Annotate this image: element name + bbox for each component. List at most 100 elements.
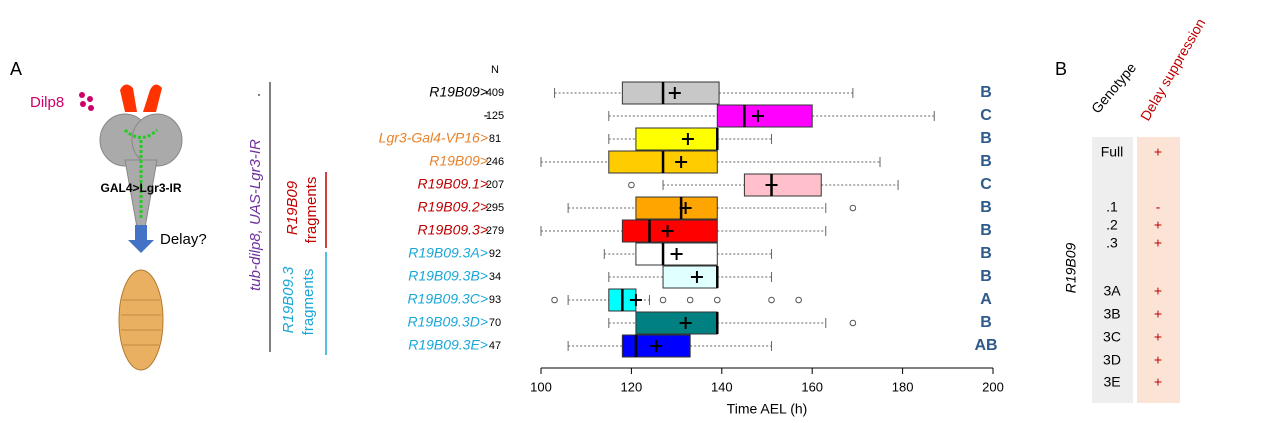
row-label: R19B09.3D> [407, 314, 488, 330]
row-label: R19B09.3A> [408, 245, 488, 261]
stat-letter: B [980, 314, 992, 331]
row-label: R19B09.3E> [408, 337, 488, 353]
group-label: fragments [300, 269, 317, 336]
stat-letter: B [980, 199, 992, 216]
table-genotype: .1 [1106, 199, 1118, 215]
table-header: Delay suppression [1137, 16, 1208, 124]
table-column-bg [1137, 137, 1180, 403]
row-label: R19B09.3> [418, 222, 488, 238]
outlier [849, 204, 857, 212]
outlier [849, 319, 857, 327]
stat-letter: C [980, 107, 992, 124]
table-suppression: + [1154, 144, 1162, 160]
group-label: R19B09 [284, 180, 301, 235]
table-suppression: + [1154, 306, 1162, 322]
x-tick-label: 100 [530, 379, 552, 394]
mean-marker [681, 133, 694, 145]
x-tick-label: 180 [892, 379, 914, 394]
table-suppression: + [1154, 217, 1162, 233]
row-label: R19B09.3B> [408, 268, 488, 284]
table-genotype: .2 [1106, 217, 1118, 233]
table-suppression: - [1156, 199, 1161, 215]
n-value: 279 [486, 225, 504, 237]
n-value: 34 [489, 271, 501, 283]
table-genotype: 3E [1103, 374, 1120, 390]
x-axis-title: Time AEL (h) [727, 401, 808, 417]
mean-marker [675, 156, 688, 168]
mean-marker [679, 202, 692, 214]
stat-letter: AB [974, 337, 997, 354]
outlier [768, 296, 775, 304]
box [662, 265, 718, 289]
n-value: 125 [486, 110, 504, 122]
ligand-label: Dilp8 [30, 94, 64, 111]
box [635, 311, 718, 335]
table-suppression: + [1154, 374, 1162, 390]
table-genotype: 3B [1103, 306, 1120, 322]
outlier [795, 296, 802, 304]
table-suppression: + [1154, 235, 1162, 251]
mean-marker [661, 225, 674, 237]
stat-letter: B [980, 153, 992, 170]
n-value: 246 [486, 156, 504, 168]
table-genotype: 3D [1103, 352, 1121, 368]
x-tick-label: 140 [711, 379, 733, 394]
row-label: - [483, 107, 488, 123]
outlier [628, 181, 635, 189]
box [635, 127, 718, 151]
n-value: 207 [486, 179, 504, 191]
group-label: fragments [303, 177, 320, 244]
outlier [713, 296, 721, 304]
table-column-bg [1092, 137, 1133, 403]
table-genotype: 3C [1103, 329, 1121, 345]
stat-letter: C [980, 176, 992, 193]
n-value: 93 [489, 294, 501, 306]
row-label: R19B09> [429, 84, 488, 100]
table-genotype: 3A [1103, 283, 1121, 299]
n-value: 409 [486, 87, 504, 99]
table-suppression: + [1154, 329, 1162, 345]
box [716, 104, 813, 128]
group-label: tub-dilp8, UAS-Lgr3-IR [247, 139, 264, 291]
stat-letter: B [980, 245, 992, 262]
stat-letter: B [980, 222, 992, 239]
n-header: N [491, 64, 499, 76]
table-suppression: + [1154, 352, 1162, 368]
table-header: Genotype [1088, 59, 1139, 116]
table-suppression: + [1154, 283, 1162, 299]
row-label: Lgr3-Gal4-VP16> [379, 130, 488, 146]
x-tick-label: 200 [982, 379, 1004, 394]
row-label: R19B09.2> [418, 199, 488, 215]
x-tick-label: 160 [801, 379, 823, 394]
box [635, 196, 718, 220]
panel-label: A [10, 59, 22, 79]
brackets [258, 82, 327, 355]
mean-marker [670, 248, 683, 260]
mean-marker [668, 87, 681, 99]
mean-marker [650, 340, 663, 352]
outlier [686, 296, 694, 304]
box [743, 173, 822, 197]
row-label: R19B09.1> [418, 176, 488, 192]
table-group-label: R19B09 [1063, 242, 1079, 293]
n-value: 81 [489, 133, 501, 145]
stat-letter: B [980, 268, 992, 285]
mean-marker [629, 294, 642, 306]
mean-marker [765, 179, 778, 191]
outlier [551, 296, 558, 304]
x-tick-label: 120 [621, 379, 643, 394]
panel-label: B [1055, 59, 1067, 79]
table-genotype: .3 [1106, 235, 1118, 251]
n-value: 47 [489, 340, 501, 352]
mean-marker [690, 271, 703, 283]
driver-label: GAL4>Lgr3-IR [100, 181, 181, 195]
question-label: Delay? [160, 231, 207, 248]
mean-marker [751, 110, 764, 122]
mean-marker [679, 317, 692, 329]
n-value: 70 [489, 317, 501, 329]
group-label: R19B09.3 [280, 266, 297, 333]
row-label: R19B09.3C> [407, 291, 488, 307]
illustration [79, 84, 183, 371]
n-value: 92 [489, 248, 501, 260]
